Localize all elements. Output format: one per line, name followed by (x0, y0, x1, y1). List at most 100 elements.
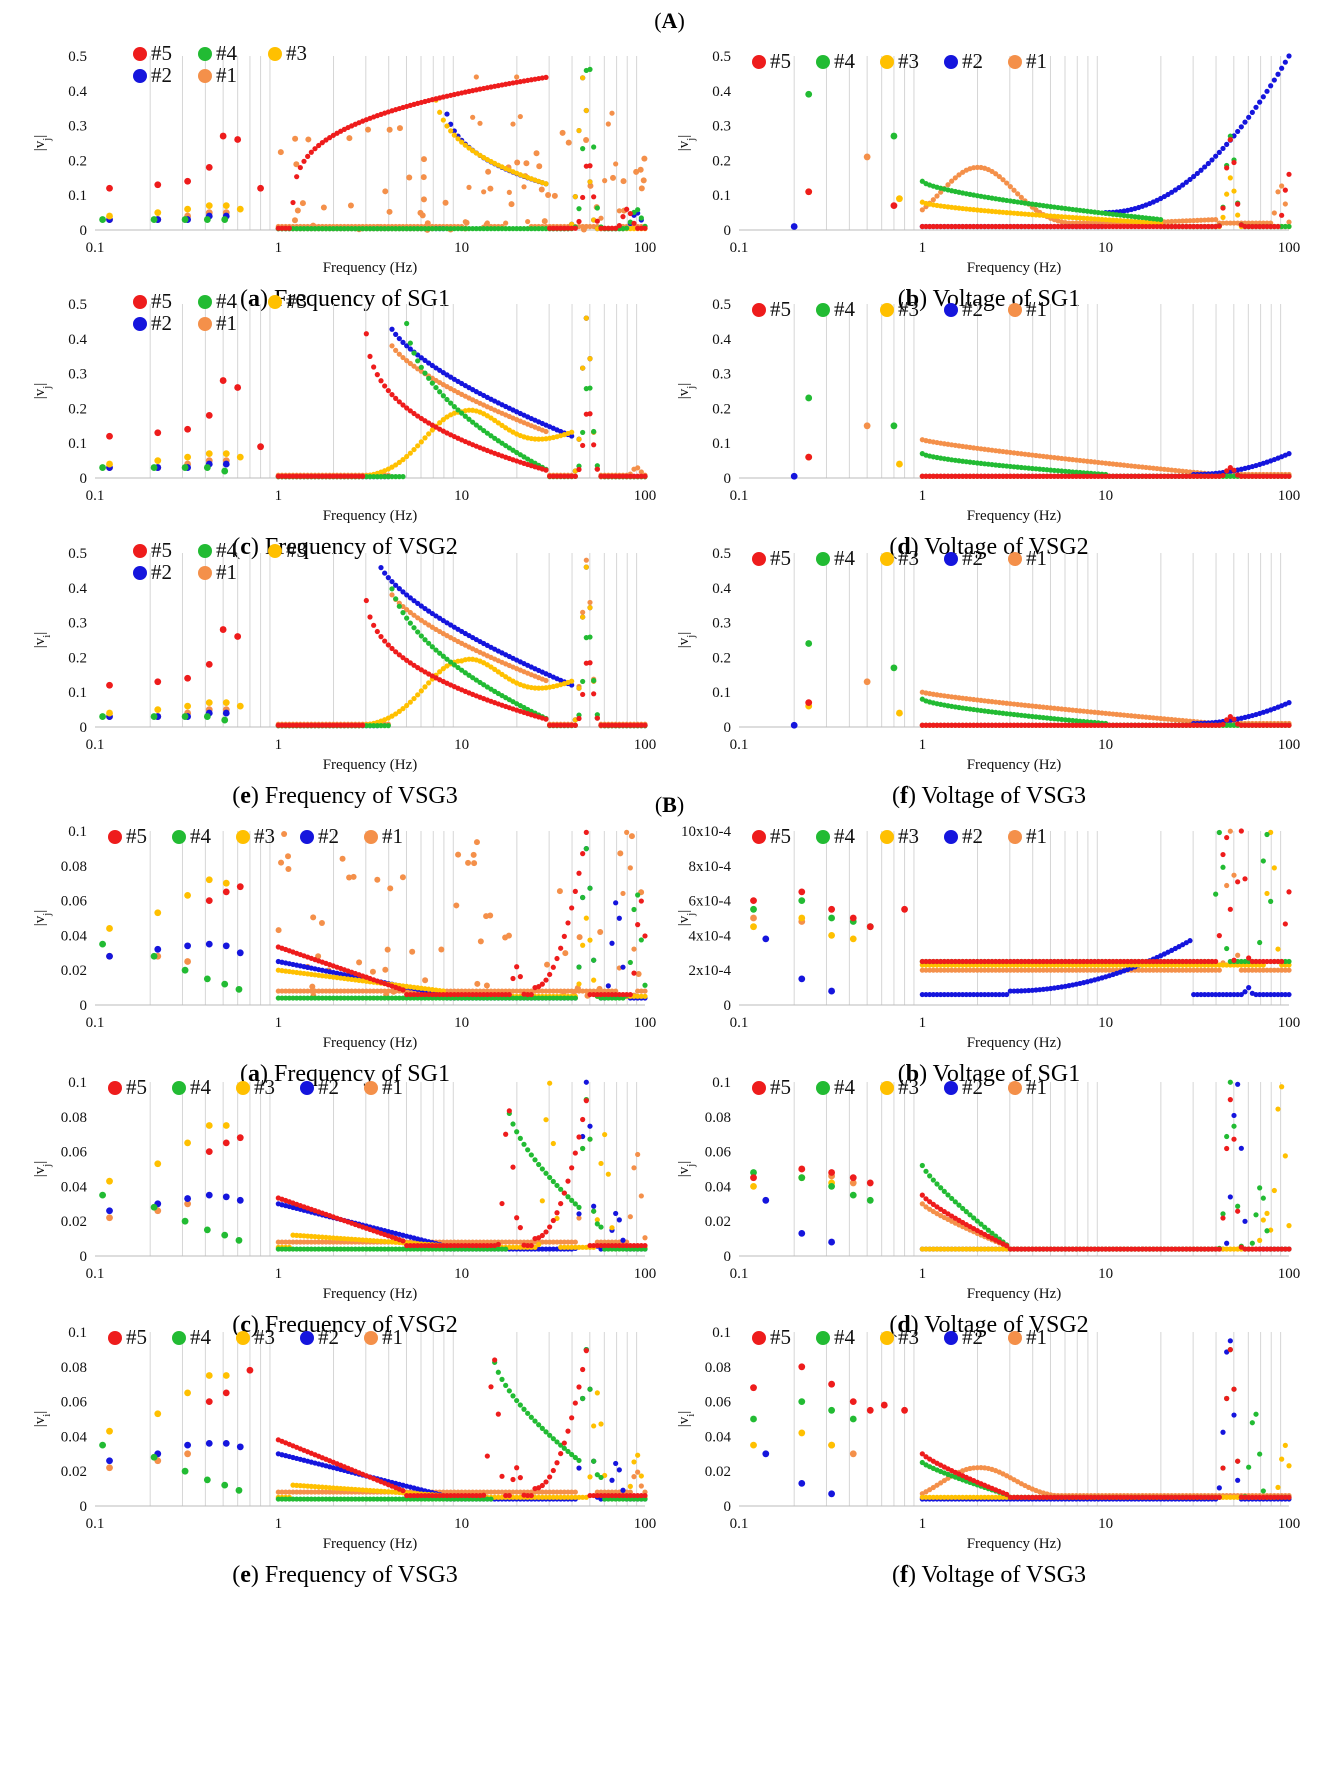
data-point (1224, 468, 1230, 474)
data-point (790, 223, 798, 230)
data-point (1220, 205, 1226, 211)
data-point (543, 428, 549, 435)
data-point (429, 362, 435, 369)
data-point (415, 226, 421, 232)
data-point (356, 988, 362, 994)
data-point (506, 991, 512, 998)
data-point (517, 1239, 523, 1245)
x-tick-label: 0.1 (86, 737, 105, 753)
data-point (503, 991, 509, 998)
y-tick-label: 0.5 (68, 49, 87, 65)
data-point (407, 699, 413, 705)
data-point (99, 464, 106, 471)
data-point (1154, 473, 1160, 479)
data-point (587, 163, 593, 169)
data-point (477, 425, 483, 431)
data-point (1165, 473, 1171, 479)
data-point (1213, 891, 1219, 897)
y-tick-label: 0.1 (712, 685, 731, 701)
x-tick-label: 0.1 (86, 1015, 105, 1031)
data-point (638, 722, 644, 728)
data-point (462, 142, 468, 148)
data-point (558, 945, 564, 951)
data-point (1231, 872, 1237, 878)
data-point (323, 226, 329, 232)
data-point (960, 958, 966, 965)
data-point (415, 443, 421, 449)
figure-caption: (a) Frequency of SG1 (240, 286, 450, 312)
data-point (510, 1239, 516, 1245)
data-point (1275, 958, 1281, 965)
data-point (798, 914, 806, 922)
data-point (293, 161, 300, 168)
data-point (974, 991, 980, 998)
data-point (448, 659, 454, 665)
data-point (360, 722, 366, 728)
data-point (1242, 958, 1248, 965)
data-point (1227, 722, 1233, 728)
data-point (363, 597, 369, 604)
data-point (1257, 967, 1263, 973)
data-point (484, 430, 490, 436)
data-point (1216, 991, 1222, 998)
data-point (1224, 220, 1230, 226)
data-point (1136, 967, 1142, 973)
data-point (558, 988, 564, 994)
data-point (642, 982, 648, 988)
data-point (971, 223, 977, 230)
data-point (569, 905, 575, 911)
data-point (587, 66, 593, 72)
data-point (1062, 958, 1068, 965)
data-point (308, 988, 314, 994)
data-point (1279, 212, 1285, 218)
data-point (1011, 988, 1017, 994)
data-point (828, 905, 836, 913)
data-point (400, 995, 406, 1001)
data-point (1286, 223, 1292, 230)
data-point (576, 715, 582, 722)
data-point (1143, 958, 1149, 965)
data-point (978, 967, 984, 973)
data-point (1161, 722, 1167, 728)
data-point (320, 204, 327, 211)
data-point (1176, 218, 1182, 224)
data-point (1176, 958, 1182, 965)
data-point (635, 207, 641, 213)
data-point (1198, 991, 1204, 998)
x-tick-label: 10 (1098, 240, 1113, 256)
data-point (451, 132, 457, 138)
x-tick-label: 100 (634, 240, 657, 256)
data-point (547, 473, 553, 479)
data-point (1264, 223, 1270, 230)
data-point (1015, 958, 1021, 965)
data-point (444, 123, 450, 129)
data-point (426, 431, 432, 437)
data-point (1062, 223, 1068, 230)
data-point (971, 473, 977, 479)
data-point (387, 885, 394, 892)
data-point (356, 473, 362, 479)
data-point (1007, 473, 1013, 479)
data-point (1015, 191, 1021, 197)
data-point (1073, 473, 1079, 479)
legend-label: #5 (770, 49, 791, 73)
data-point (930, 473, 936, 479)
data-point (1246, 985, 1252, 991)
legend-swatch (133, 544, 147, 558)
data-point (1114, 958, 1120, 965)
data-point (1253, 958, 1259, 965)
data-point (1033, 967, 1039, 973)
data-point (400, 706, 406, 712)
data-point (635, 988, 641, 994)
legend-swatch (268, 47, 282, 61)
data-point (971, 967, 977, 973)
data-point (1220, 220, 1226, 226)
data-point (356, 995, 362, 1001)
data-point (305, 995, 311, 1001)
data-point (1216, 149, 1222, 156)
data-point (1029, 722, 1035, 728)
data-point (1249, 722, 1255, 728)
data-point (616, 991, 622, 998)
data-point (440, 653, 446, 659)
